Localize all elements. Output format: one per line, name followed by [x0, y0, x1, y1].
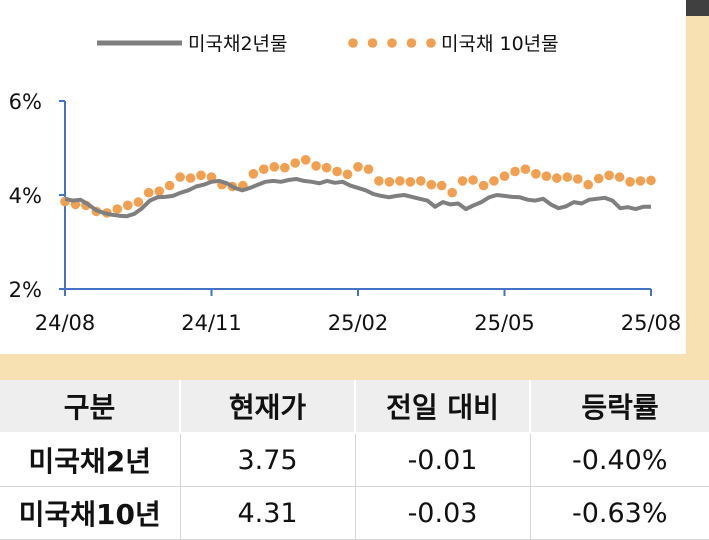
series-point-10y [646, 175, 656, 186]
x-tick-label: 24/08 [35, 311, 96, 335]
series-point-10y [311, 161, 321, 171]
series-point-10y [300, 155, 311, 165]
series-point-10y [541, 171, 552, 181]
series-point-10y [269, 162, 280, 172]
header-rate: 등락률 [530, 380, 709, 434]
series-point-10y [583, 179, 593, 190]
legend-dot-10y [406, 38, 417, 48]
series-point-10y [416, 176, 426, 186]
series-point-10y [436, 180, 447, 191]
x-tick-label: 25/08 [621, 311, 682, 335]
series-point-10y [353, 162, 363, 172]
series-point-10y [112, 204, 123, 214]
row-2y-price: 3.75 [180, 433, 356, 487]
series-2y [64, 177, 651, 219]
series-point-10y [562, 172, 573, 182]
series-point-10y [552, 173, 562, 183]
legend-dot-10y [387, 38, 397, 48]
series-point-10y [290, 158, 301, 168]
legend-dots-10y [348, 38, 436, 48]
x-tick-label: 25/02 [328, 311, 389, 335]
row-2y-change: -0.01 [355, 433, 531, 487]
header-price: 현재가 [180, 380, 356, 434]
header-category: 구분 [0, 380, 181, 434]
series-point-10y [573, 174, 583, 184]
series-point-10y [342, 169, 353, 180]
x-ticks: 24/08 24/11 25/02 25/05 25/08 [35, 289, 682, 335]
series-point-10y [395, 176, 405, 186]
series-point-10y [185, 173, 196, 183]
row-2y-rate: -0.40% [530, 433, 709, 487]
series-point-10y [625, 177, 635, 187]
x-tick-label: 24/11 [181, 311, 242, 335]
quote-table: 구분 현재가 전일 대비 등락률 미국채2년 3.75 -0.01 -0.40%… [0, 380, 709, 540]
series-point-10y [363, 164, 374, 174]
series-point-10y [614, 172, 625, 182]
series-point-10y [635, 176, 646, 186]
series-point-10y [457, 176, 468, 186]
x-tick-label: 25/05 [474, 311, 535, 335]
series-point-10y [499, 171, 510, 181]
series-point-10y [593, 173, 604, 184]
row-10y-price: 4.31 [180, 486, 356, 540]
frame-corner [686, 0, 709, 16]
series-point-10y [133, 197, 144, 207]
series-point-10y [332, 166, 342, 177]
series-point-10y [154, 186, 164, 196]
row-10y-name: 미국채10년 [0, 486, 181, 540]
series-point-10y [206, 172, 217, 182]
series-point-10y [280, 162, 290, 173]
header-change: 전일 대비 [355, 380, 531, 434]
legend-dot-10y [348, 38, 358, 48]
table-row: 미국채10년 4.31 -0.03 -0.63% [0, 486, 709, 540]
frame-right-band [686, 16, 709, 356]
row-2y-name: 미국채2년 [0, 433, 181, 487]
series-point-10y [164, 180, 175, 191]
series-line-2y [64, 177, 651, 219]
legend-label-10y: 미국채 10년물 [441, 33, 559, 55]
series-point-10y [405, 177, 416, 187]
y-ticks: 2% 4% 6% [9, 90, 65, 302]
series-point-10y [447, 187, 458, 198]
legend-dot-10y [367, 38, 378, 48]
series-point-10y [259, 164, 269, 174]
series-point-10y [123, 200, 133, 211]
y-tick-label: 2% [9, 278, 42, 302]
y-tick-label: 4% [9, 184, 42, 208]
series-point-10y [489, 176, 499, 186]
y-tick-label: 6% [9, 90, 42, 114]
legend: 미국채2년물 미국채 10년물 [97, 33, 559, 55]
row-10y-change: -0.03 [355, 486, 531, 540]
series-point-10y [478, 180, 489, 191]
series-point-10y [531, 169, 541, 179]
series-point-10y [321, 162, 332, 173]
frame-bottom-band [0, 354, 709, 380]
table-row: 미국채2년 3.75 -0.01 -0.40% [0, 433, 709, 487]
series-point-10y [426, 179, 437, 190]
table-header-row: 구분 현재가 전일 대비 등락률 [0, 380, 709, 434]
series-point-10y [468, 175, 478, 185]
series-10y [60, 155, 656, 218]
series-point-10y [196, 170, 206, 181]
series-point-10y [520, 164, 531, 174]
series-point-10y [248, 169, 259, 179]
legend-label-2y: 미국채2년물 [188, 33, 288, 55]
series-point-10y [175, 172, 185, 182]
series-point-10y [374, 176, 384, 186]
series-point-10y [384, 177, 395, 187]
legend-dot-10y [426, 38, 436, 48]
bond-yield-chart: 미국채2년물 미국채 10년물 2% 4% 6% 24/08 24/11 25/02 25… [9, 33, 682, 335]
row-10y-rate: -0.63% [530, 486, 709, 540]
series-point-10y [604, 170, 614, 181]
series-point-10y [143, 187, 154, 198]
series-point-10y [510, 166, 520, 177]
